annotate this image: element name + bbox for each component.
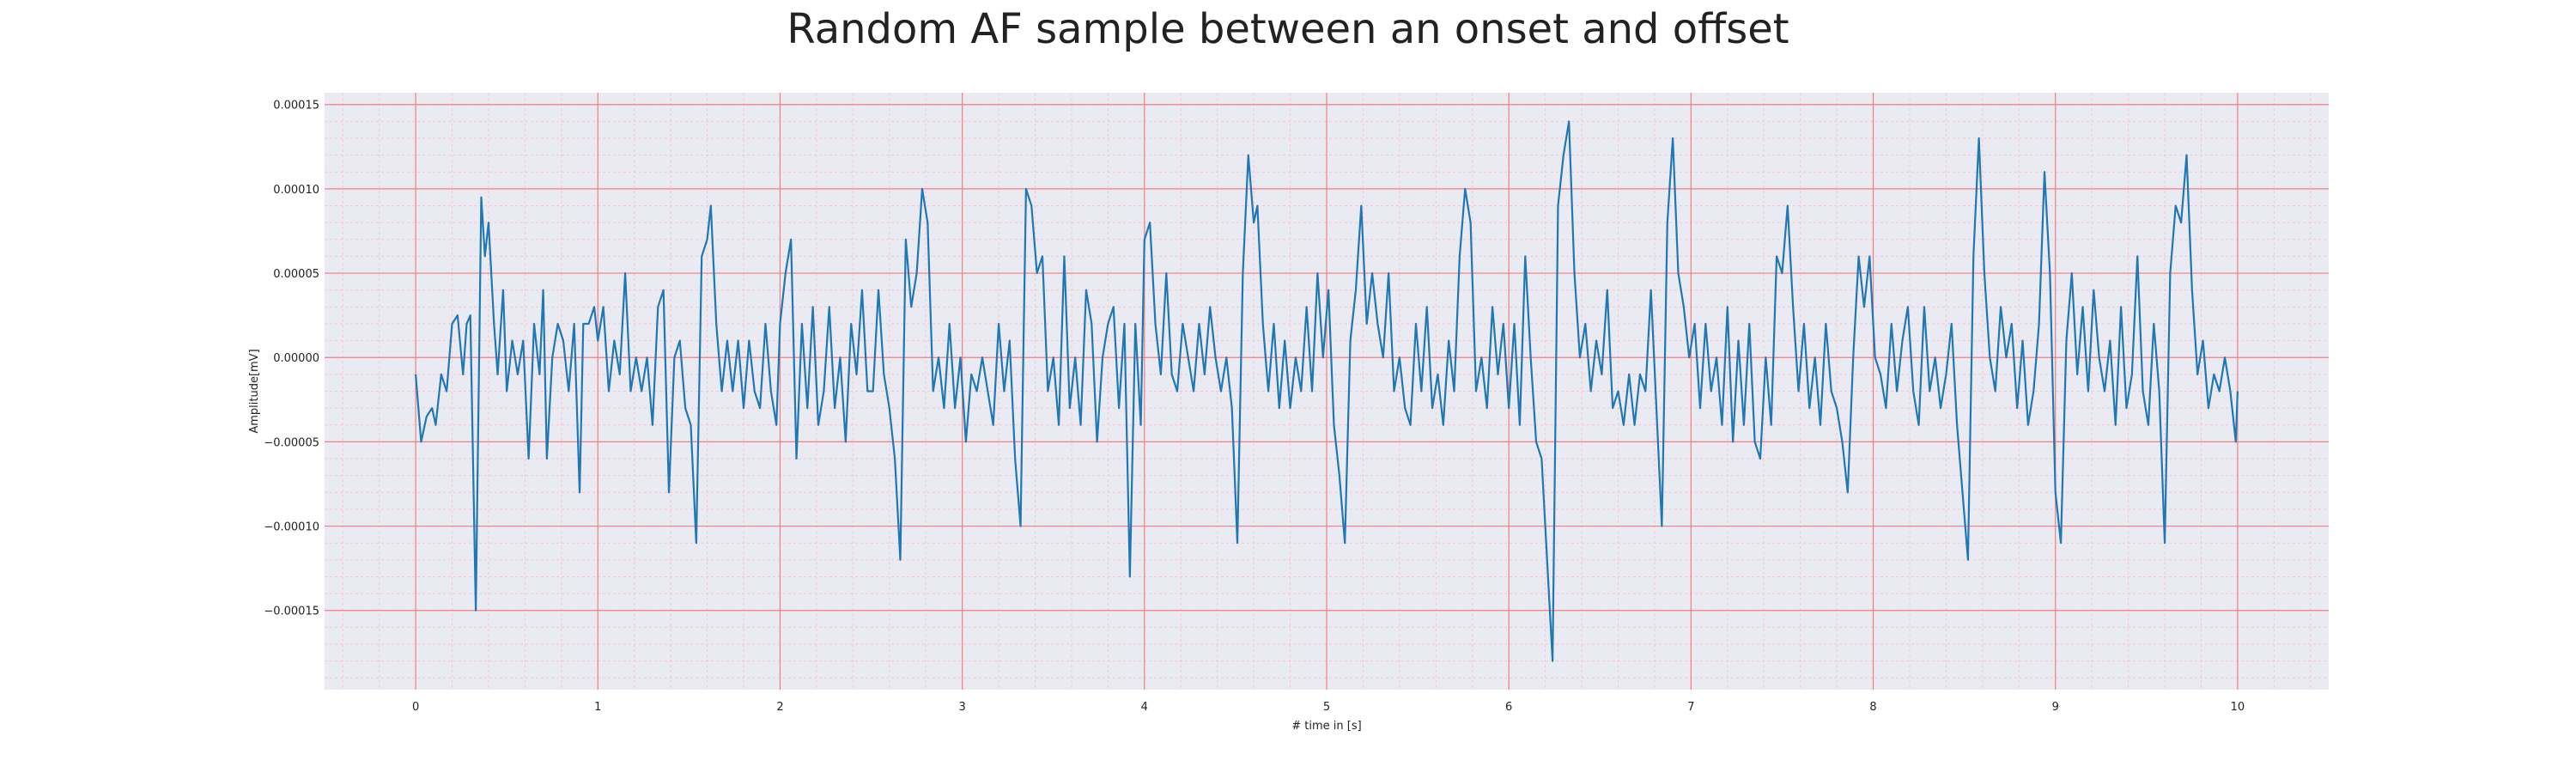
x-axis-label: # time in [s] — [1291, 720, 1361, 733]
y-tick-label: −0.00010 — [264, 521, 319, 534]
x-tick-label: 7 — [1687, 701, 1694, 714]
x-tick-label: 2 — [776, 701, 783, 714]
y-tick-label: 0.00010 — [273, 184, 319, 197]
x-tick-label: 10 — [2231, 701, 2245, 714]
x-tick-label: 3 — [958, 701, 965, 714]
x-tick-label: 6 — [1505, 701, 1512, 714]
y-tick-label: −0.00015 — [264, 606, 319, 618]
x-axis: 0 1 2 3 4 5 6 7 8 9 10 — [412, 701, 2245, 714]
series-line — [414, 120, 2239, 662]
y-tick-label: 0.00005 — [273, 268, 319, 281]
x-tick-label: 4 — [1141, 701, 1148, 714]
major-grid — [325, 93, 2329, 690]
x-tick-label: 9 — [2052, 701, 2059, 714]
x-tick-label: 8 — [1869, 701, 1876, 714]
y-axis: −0.00015 −0.00010 −0.00005 0.00000 0.00005 0.… — [264, 100, 319, 618]
y-axis-label: Amplitude[mV] — [248, 349, 261, 433]
x-tick-label: 1 — [594, 701, 601, 714]
y-tick-label: 0.00000 — [273, 352, 319, 365]
x-tick-label: 5 — [1323, 701, 1330, 714]
chart-title: Random AF sample between an onset and of… — [787, 5, 1789, 53]
x-tick-label: 0 — [412, 701, 419, 714]
y-tick-label: −0.00005 — [264, 436, 319, 449]
y-tick-label: 0.00015 — [273, 100, 319, 113]
